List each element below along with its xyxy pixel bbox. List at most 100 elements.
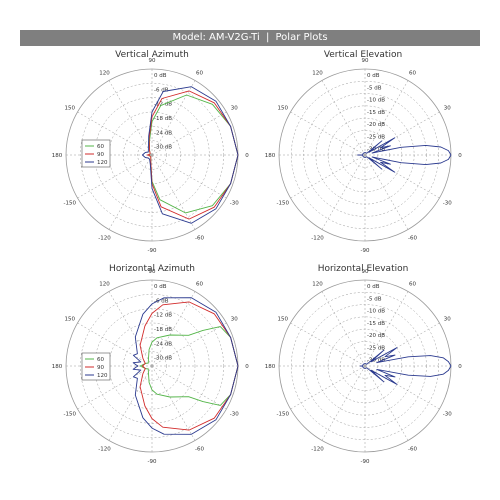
angle-tick-label: 150 (64, 106, 75, 112)
radial-tick-label: -6 dB (154, 298, 169, 304)
radial-tick-label: -24 dB (154, 130, 172, 136)
grid-ring (137, 140, 167, 170)
radial-tick-label: -6 dB (154, 87, 169, 93)
grid-spoke (290, 154, 366, 199)
angle-tick-label: -30 (443, 201, 452, 207)
angle-tick-label: -60 (195, 235, 204, 241)
angle-tick-label: 30 (231, 106, 238, 112)
series-line-120 (132, 297, 239, 435)
angle-tick-label: -60 (195, 446, 204, 452)
angle-tick-label: 120 (99, 282, 110, 288)
angle-tick-label: -30 (230, 412, 239, 418)
grid-spoke (321, 365, 366, 441)
series-line-60 (149, 94, 239, 214)
angle-tick-label: 0 (458, 153, 462, 159)
angle-tick-label: 180 (265, 153, 276, 159)
angle-tick-label: -120 (98, 446, 111, 452)
angle-tick-label: 60 (196, 71, 203, 77)
legend-entry: 120 (97, 160, 108, 166)
angle-tick-label: -60 (408, 446, 417, 452)
angle-tick-label: 150 (64, 317, 75, 323)
angle-tick-label: 30 (231, 317, 238, 323)
angle-tick-label: 120 (312, 282, 323, 288)
angle-tick-label: 90 (149, 269, 156, 275)
series-line-120 (141, 86, 239, 224)
plot-title-horizontal-azimuth: Horizontal Azimuth (109, 264, 195, 274)
angle-tick-label: -120 (311, 446, 324, 452)
grid-spoke (364, 365, 440, 410)
section-label: Polar Plots (275, 32, 328, 43)
grid-ring (80, 294, 224, 438)
angle-tick-label: 150 (277, 106, 288, 112)
radial-tick-label: -30 dB (154, 356, 172, 362)
plot-title-vertical-azimuth: Vertical Azimuth (115, 50, 189, 60)
angle-tick-label: 180 (52, 153, 63, 159)
angle-tick-label: -150 (63, 201, 76, 207)
angle-tick-label: -120 (311, 235, 324, 241)
legend-entry: 60 (97, 357, 104, 363)
series-line-90 (139, 301, 239, 431)
polar-chart-horizontal-azimuth: 0 30 60 90 120 150 180 -150 -120 -90 -60 -30 0 dB -6 … (52, 269, 250, 465)
grid-spoke (151, 154, 227, 199)
angle-tick-label: 0 (458, 364, 462, 370)
radial-tick-label: -20 dB (367, 333, 385, 339)
radial-tick-label: -30 dB (367, 358, 385, 364)
model-label: Model: AM-V2G-Ti (172, 32, 260, 43)
radial-tick-label: -10 dB (367, 98, 385, 104)
polar-chart-vertical-azimuth: 0 30 60 90 120 150 180 -150 -120 -90 -60 -30 0 dB -6 … (52, 58, 250, 254)
grid-spoke (290, 322, 366, 367)
angle-tick-label: -150 (276, 201, 289, 207)
grid-spoke (321, 291, 366, 367)
radial-tick-label: -30 dB (367, 147, 385, 153)
angle-tick-label: 90 (149, 58, 156, 64)
angle-tick-label: 120 (99, 71, 110, 77)
series-line-90 (146, 90, 239, 220)
grid-ring (108, 322, 196, 410)
angle-tick-label: -150 (276, 412, 289, 418)
grid-spoke (364, 365, 409, 441)
plot-title-vertical-elevation: Vertical Elevation (323, 50, 403, 60)
angle-tick-label: -90 (361, 248, 370, 254)
series-line-pattern (357, 137, 452, 173)
radial-tick-label: -10 dB (367, 309, 385, 315)
grid-spoke (364, 291, 409, 367)
radial-tick-label: -18 dB (154, 116, 172, 122)
polar-chart-horizontal-elevation: 0 30 60 90 120 150 180 -150 -120 -90 -60 -30 0 dB -5 … (265, 269, 463, 465)
series-line-pattern (359, 347, 452, 385)
grid-spoke (108, 291, 153, 367)
radial-tick-label: 0 dB (154, 73, 167, 79)
angle-tick-label: -90 (148, 459, 157, 465)
grid-ring (108, 111, 196, 199)
radial-tick-label: 0 dB (367, 284, 380, 290)
plot-title-horizontal-elevation: Horizontal Elevation (317, 264, 409, 274)
radial-tick-label: -25 dB (367, 134, 385, 140)
radial-tick-label: -25 dB (367, 345, 385, 351)
header-banner: Model: AM-V2G-Ti | Polar Plots (20, 30, 480, 46)
angle-tick-label: -120 (98, 235, 111, 241)
grid-spoke (108, 80, 153, 156)
grid-spoke (290, 365, 366, 410)
angle-tick-label: 60 (409, 282, 416, 288)
radial-tick-label: -5 dB (367, 296, 382, 302)
angle-tick-label: -30 (443, 412, 452, 418)
angle-tick-label: 180 (265, 364, 276, 370)
polar-chart-vertical-elevation: 0 30 60 90 120 150 180 -150 -120 -90 -60 -30 0 dB -5 … (265, 58, 463, 254)
angle-tick-label: 0 (245, 153, 249, 159)
angle-tick-label: 60 (409, 71, 416, 77)
grid-spoke (321, 80, 366, 156)
radial-tick-label: -24 dB (154, 341, 172, 347)
angle-tick-label: -30 (230, 201, 239, 207)
angle-tick-label: -90 (148, 248, 157, 254)
angle-tick-label: 90 (362, 269, 369, 275)
series-line-60 (139, 326, 239, 406)
angle-tick-label: 90 (362, 58, 369, 64)
angle-tick-label: -60 (408, 235, 417, 241)
angle-tick-label: 0 (245, 364, 249, 370)
radial-tick-label: -20 dB (367, 122, 385, 128)
radial-tick-label: -12 dB (154, 313, 172, 319)
legend-entry: 90 (97, 365, 104, 371)
angle-tick-label: 30 (444, 106, 451, 112)
radial-tick-label: 0 dB (154, 284, 167, 290)
angle-tick-label: 150 (277, 317, 288, 323)
